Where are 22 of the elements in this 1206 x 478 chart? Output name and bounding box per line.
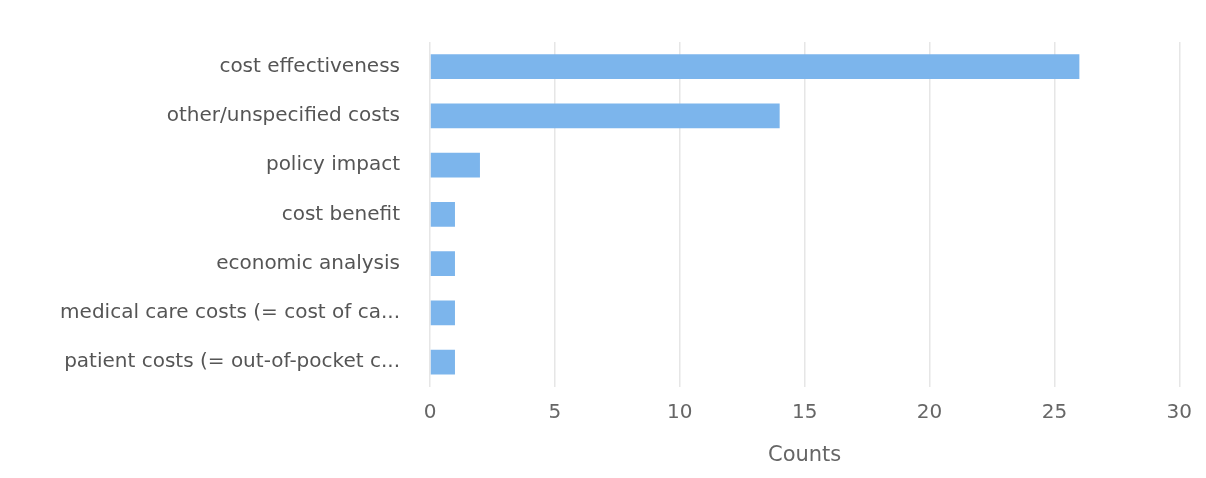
x-tick-label: 5 [548,399,562,423]
y-tick-label: medical care costs (= cost of ca... [60,299,400,324]
x-tick-label: 25 [1041,399,1068,423]
y-tick-label: patient costs (= out-of-pocket c... [64,348,400,373]
x-axis-title: Counts [767,441,842,466]
bar [430,300,455,326]
x-tick-label: 20 [916,399,943,423]
bar [430,202,455,227]
bar [430,103,780,129]
y-tick-label: cost benefit [281,200,401,225]
y-tick-label: economic analysis [216,249,400,274]
y-tick-label: policy impact [265,151,401,176]
x-tick-label: 0 [423,399,437,423]
bar [430,251,455,276]
y-tick-label: cost effectiveness [219,52,400,77]
bar [430,152,480,178]
x-tick-label: 10 [667,399,693,423]
y-tick-label: other/unspecified costs [166,102,400,127]
x-tick-label: 30 [1166,399,1192,423]
bar [430,349,455,375]
x-tick-label: 15 [791,399,818,423]
bar [430,54,1080,79]
